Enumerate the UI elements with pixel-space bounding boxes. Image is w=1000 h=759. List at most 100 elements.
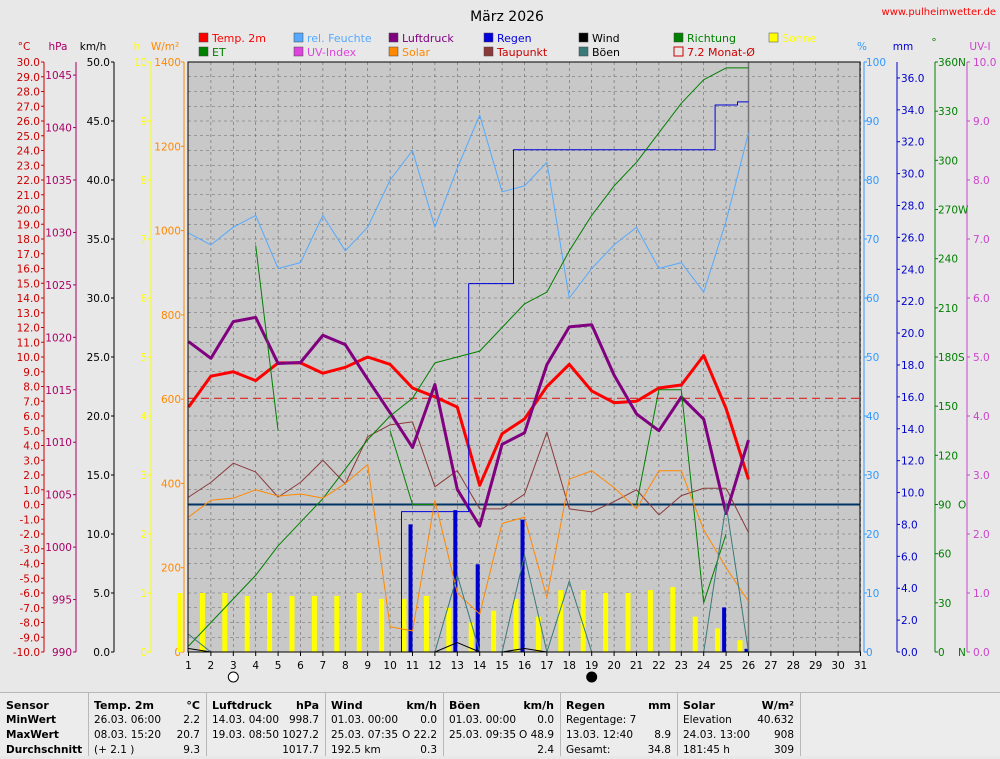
stats-label: MaxWert — [6, 729, 59, 741]
temp-axis-label: 17.0 — [17, 249, 40, 261]
rain-axis-label: 26.0 — [901, 232, 924, 244]
rain-axis-label: 30.0 — [901, 169, 924, 181]
rain-axis-label: 0.0 — [901, 647, 918, 659]
wind-axis-label: 45.0 — [87, 116, 110, 128]
temp-axis-label: 0.0 — [23, 500, 40, 512]
dir-axis-label: 240 — [938, 254, 958, 266]
plot-area — [177, 61, 861, 653]
stats-header: Solar W/m² — [683, 699, 794, 714]
sunshine-bar — [311, 595, 317, 652]
press-axis-label: 1040 — [45, 123, 72, 135]
x-label: 11 — [406, 660, 419, 672]
stats-row: 192.5 km 0.3 — [331, 744, 437, 759]
dir-axis-label: 60 — [938, 549, 951, 561]
temp-axis-label: 13.0 — [17, 308, 40, 320]
wind-axis-label: 30.0 — [87, 293, 110, 305]
x-label: 23 — [675, 660, 688, 672]
solar-axis-label: 400 — [161, 478, 181, 490]
unit-dir: ° — [931, 37, 936, 49]
x-label: 4 — [252, 660, 259, 672]
wind-axis-label: 20.0 — [87, 411, 110, 423]
temp-axis-label: -9.0 — [20, 632, 41, 644]
x-label: 17 — [540, 660, 553, 672]
sunshine-bar — [580, 590, 586, 652]
x-label: 2 — [208, 660, 215, 672]
stats-row: 08.03. 15:20 20.7 — [94, 729, 200, 744]
stats-value: 0.0 — [537, 714, 554, 726]
temp-axis-label: 7.0 — [23, 396, 40, 408]
stats-row: 01.03. 00:00 0.0 — [449, 714, 554, 729]
stats-column: Wind km/h 01.03. 00:00 0.0 25.03. 07:35 O 22.… — [325, 693, 444, 756]
stats-label: Temp. 2m — [94, 699, 154, 712]
legend-label: Temp. 2m — [211, 32, 266, 45]
hum-axis-label: 60 — [866, 293, 879, 305]
legend-label: Luftdruck — [402, 32, 454, 45]
temp-axis-label: 8.0 — [23, 382, 40, 394]
rain-axis-label: 12.0 — [901, 456, 924, 468]
x-label: 18 — [563, 660, 576, 672]
stats-label: 13.03. 12:40 — [566, 729, 633, 741]
stats-label: (+ 2.1 ) — [94, 744, 135, 756]
x-label: 5 — [275, 660, 282, 672]
stats-column: Böen km/h 01.03. 00:00 0.0 25.03. 09:35 O 48.… — [443, 693, 561, 756]
hum-axis-label: 100 — [866, 57, 886, 69]
temp-axis-label: -5.0 — [20, 573, 41, 585]
stats-row: 1017.7 — [212, 744, 319, 759]
stats-row: 25.03. 09:35 O 48.9 — [449, 729, 554, 744]
temp-axis-label: 4.0 — [23, 441, 40, 453]
legend-swatch — [768, 32, 779, 43]
dir-axis-label: 300 — [938, 155, 958, 167]
x-label: 13 — [451, 660, 464, 672]
temp-axis-label: 15.0 — [17, 278, 40, 290]
uv-axis-label: 0.0 — [973, 647, 990, 659]
legend-label: 7.2 Monat-Ø — [687, 46, 755, 59]
legend-label: Richtung — [687, 32, 736, 45]
x-label: 6 — [297, 660, 304, 672]
legend-swatch — [483, 32, 494, 43]
stats-value: 1027.2 — [282, 729, 319, 741]
rain-axis-label: 20.0 — [901, 328, 924, 340]
sun-axis-label: 0 — [140, 647, 147, 659]
legend-item: Regen — [483, 32, 532, 45]
site-url[interactable]: www.pulheimwetter.de — [882, 7, 996, 18]
stats-label: 25.03. 07:35 — [331, 729, 398, 741]
press-axis-label: 1000 — [45, 542, 72, 554]
stats-value: O 48.9 — [519, 729, 554, 741]
dir-axis-label: 90 — [938, 500, 951, 512]
press-axis-label: 990 — [52, 647, 72, 659]
press-axis-label: 995 — [52, 595, 72, 607]
x-label: 20 — [607, 660, 620, 672]
stats-column: Temp. 2m °C 26.03. 06:00 2.2 08.03. 15:20 20.… — [88, 693, 207, 756]
sunshine-bar — [737, 640, 743, 652]
hum-axis-label: 20 — [866, 529, 879, 541]
legend-label: ET — [212, 46, 226, 59]
series-richtung — [255, 245, 727, 604]
stats-label: MinWert — [6, 714, 57, 726]
dir-axis-label: 330 — [938, 106, 958, 118]
sunshine-bar — [692, 616, 698, 652]
x-label: 7 — [320, 660, 327, 672]
sunshine-bar — [244, 595, 250, 652]
rain-axis-label: 28.0 — [901, 201, 924, 213]
stats-value: O 22.2 — [402, 729, 437, 741]
stats-label: Regentage: 7 — [566, 714, 637, 726]
left-axes: -10.0 -9.0 -8.0 -7.0 -6.0 -5.0 -4.0 -3.0 -2.0 -1.… — [13, 37, 991, 659]
legend-label: UV-Index — [307, 46, 357, 59]
stats-label: Sensor — [6, 699, 49, 712]
unit-sun: h — [134, 41, 141, 53]
wind-axis-label: 40.0 — [87, 175, 110, 187]
stats-label: 192.5 km — [331, 744, 381, 756]
temp-axis-label: -2.0 — [20, 529, 41, 541]
stats-row: 181:45 h 309 — [683, 744, 794, 759]
compass-label: N — [958, 57, 966, 69]
x-label: 30 — [831, 660, 844, 672]
uv-axis-label: 9.0 — [973, 116, 990, 128]
series-et — [188, 67, 749, 647]
stats-header: Luftdruck hPa — [212, 699, 319, 714]
x-label: 27 — [764, 660, 777, 672]
hum-axis-label: 30 — [866, 470, 879, 482]
uv-axis-label: 3.0 — [973, 470, 990, 482]
x-label: 21 — [630, 660, 643, 672]
legend-item: Solar — [388, 46, 431, 59]
uv-axis-label: 10.0 — [973, 57, 996, 69]
